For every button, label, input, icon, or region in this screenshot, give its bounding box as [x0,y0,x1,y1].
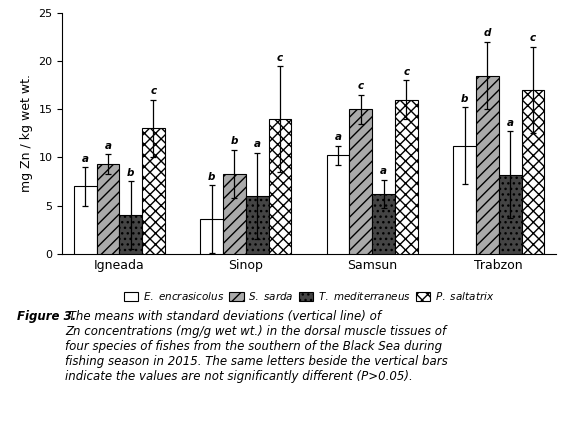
Text: b: b [208,172,215,182]
Text: c: c [277,52,283,62]
Bar [223,174,246,254]
Text: b: b [231,136,238,146]
Text: a: a [253,139,261,149]
Bar [119,215,142,254]
Text: c: c [150,86,156,96]
Bar [476,76,499,254]
Bar [74,186,96,254]
Bar [269,119,291,254]
Bar [96,164,119,254]
Text: b: b [461,94,468,104]
Text: b: b [127,168,134,178]
Y-axis label: mg Zn / kg wet wt.: mg Zn / kg wet wt. [20,74,33,192]
Text: c: c [530,33,536,43]
Text: a: a [380,166,387,176]
Text: a: a [104,141,111,151]
Bar [246,196,269,254]
Bar [373,194,395,254]
Legend: $\it{E.\ encrasicolus}$, $\it{S.\ sarda}$, $\it{T.\ mediterraneus}$, $\it{P.\ sa: $\it{E.\ encrasicolus}$, $\it{S.\ sarda}… [124,290,494,302]
Bar [142,129,165,254]
Text: Figure 3.: Figure 3. [17,310,76,322]
Text: c: c [358,81,364,92]
Text: d: d [484,28,491,38]
Text: a: a [507,118,514,128]
Text: The means with standard deviations (vertical line) of
Zn concentrations (mg/g we: The means with standard deviations (vert… [65,310,448,383]
Bar [200,219,223,254]
Text: c: c [403,67,409,77]
Bar [453,146,476,254]
Bar [499,175,522,254]
Text: a: a [335,132,341,142]
Text: a: a [82,154,88,164]
Bar [395,100,418,254]
Bar [522,90,544,254]
Bar [327,156,349,254]
Bar [349,109,373,254]
